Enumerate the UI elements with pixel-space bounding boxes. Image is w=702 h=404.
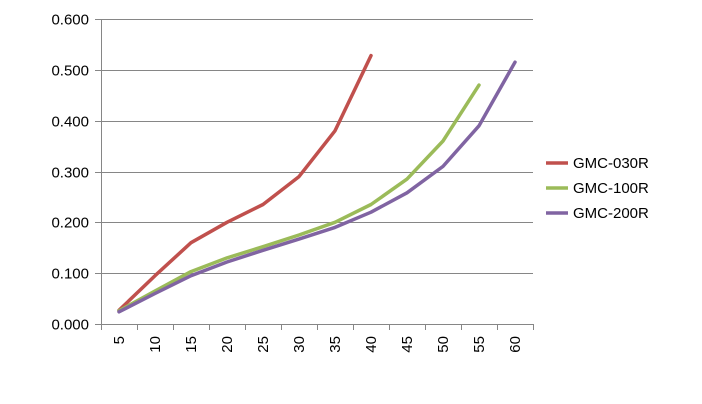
gridlines	[101, 19, 533, 274]
y-tick-label: 0.000	[51, 317, 89, 334]
y-tick-label: 0.600	[51, 12, 89, 29]
legend-label: GMC-030R	[573, 155, 649, 172]
x-tick-label: 45	[399, 336, 416, 353]
y-tick-label: 0.100	[51, 266, 89, 283]
legend-label: GMC-100R	[573, 180, 649, 197]
series-lines	[117, 53, 517, 314]
series-line-gmc-100r	[117, 83, 481, 313]
y-tick-label: 0.200	[51, 215, 89, 232]
series-line-gmc-030r	[117, 53, 373, 313]
y-tick-label: 0.400	[51, 114, 89, 131]
x-tick-label: 40	[363, 336, 380, 353]
x-tick-label: 55	[471, 336, 488, 353]
y-tick-label: 0.300	[51, 165, 89, 182]
axes: 0.000 0.100 0.200 0.300 0.400 0.500 0.600 5 10 15…	[51, 12, 534, 353]
y-tick-label: 0.500	[51, 63, 89, 80]
x-tick-label: 15	[183, 336, 200, 353]
x-tick-label: 5	[111, 336, 128, 344]
legend-label: GMC-200R	[573, 205, 649, 222]
x-tick-label: 25	[255, 336, 272, 353]
x-tick-label: 10	[147, 336, 164, 353]
legend: GMC-030R GMC-100R GMC-200R	[546, 155, 649, 222]
x-tick-label: 50	[435, 336, 452, 353]
x-tick-label: 35	[327, 336, 344, 353]
x-tick-label: 30	[291, 336, 308, 353]
x-tick-label: 60	[507, 336, 524, 353]
series-line-gmc-200r	[117, 60, 517, 314]
x-tick-label: 20	[219, 336, 236, 353]
